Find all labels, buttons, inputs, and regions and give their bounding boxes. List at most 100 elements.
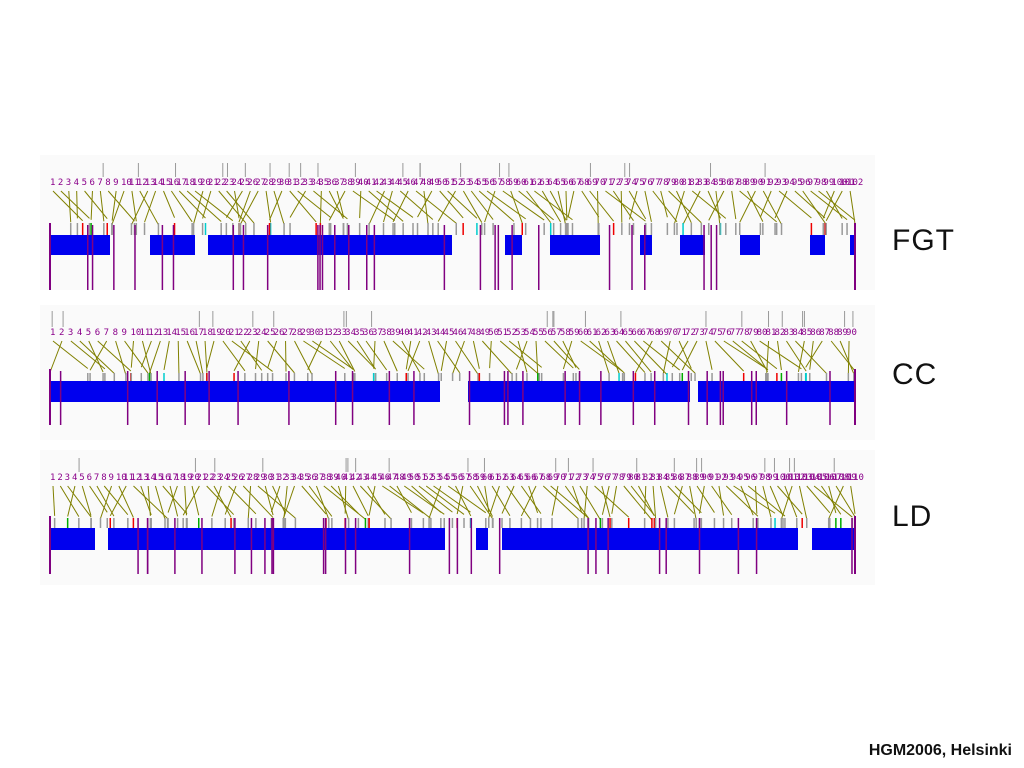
- ld-connector: [67, 485, 76, 517]
- fgt-bar-segment: [850, 235, 855, 255]
- ld-connector: [382, 485, 424, 514]
- fgt-marker-number: 28: [263, 178, 274, 188]
- cc-connector: [124, 340, 149, 374]
- fgt-connector: [581, 190, 600, 218]
- cc-marker-number: 46: [453, 328, 464, 338]
- cc-marker-number: 36: [363, 328, 374, 338]
- ld-marker-number: 71: [562, 473, 573, 483]
- cc-marker-number: 39: [390, 328, 401, 338]
- ld-connector: [667, 485, 695, 514]
- ld-marker-number: 109: [840, 473, 856, 483]
- ld-marker-number: 65: [518, 473, 529, 483]
- fgt-connector: [628, 190, 638, 220]
- cc-marker-number: 4: [77, 328, 82, 338]
- ld-connector: [769, 485, 784, 516]
- track-fgt-canvas: 1 2 3 4 5 6 7 8 9 1011121314151617181920212223242…: [49, 163, 863, 290]
- fgt-connector: [392, 190, 409, 223]
- cc-marker-number: 52: [506, 328, 517, 338]
- fgt-connector: [534, 190, 573, 221]
- fgt-connector: [265, 190, 272, 223]
- ld-connector: [389, 485, 432, 519]
- ld-marker-number: 39: [328, 473, 339, 483]
- cc-marker-number: 33: [336, 328, 347, 338]
- cc-connector: [312, 340, 354, 370]
- fgt-marker-number: 82: [689, 178, 700, 188]
- fgt-marker-number: 14: [153, 178, 164, 188]
- ld-connector: [644, 485, 647, 514]
- cc-marker-number: 48: [470, 328, 481, 338]
- cc-marker-number: 45: [444, 328, 455, 338]
- cc-marker-number: 16: [184, 328, 195, 338]
- ld-connector: [213, 485, 232, 518]
- ld-connector: [850, 485, 856, 514]
- ld-connector: [520, 485, 537, 517]
- ld-marker-number: 33: [284, 473, 295, 483]
- fgt-marker-number: 69: [587, 178, 598, 188]
- fgt-marker-number: 55: [476, 178, 487, 188]
- ld-marker-number: 5: [79, 473, 84, 483]
- ld-marker-number: 41: [343, 473, 354, 483]
- ld-marker-number: 24: [218, 473, 229, 483]
- fgt-bar-segment: [550, 235, 600, 255]
- ld-connector: [506, 485, 531, 520]
- fgt-connector: [818, 190, 856, 221]
- fgt-connector: [289, 190, 317, 223]
- cc-marker-number: 53: [515, 328, 526, 338]
- ld-marker-number: 95: [738, 473, 749, 483]
- fgt-connector: [202, 190, 212, 219]
- cc-connector: [499, 340, 540, 376]
- ld-connector: [491, 485, 511, 517]
- ld-marker-number: 51: [416, 473, 427, 483]
- fgt-connector: [794, 190, 826, 219]
- cc-marker-number: 89: [837, 328, 848, 338]
- cc-marker-number: 15: [175, 328, 186, 338]
- ld-connector: [224, 485, 237, 515]
- cc-connector: [338, 340, 356, 372]
- fgt-connector: [557, 190, 567, 225]
- fgt-connector: [660, 190, 668, 218]
- cc-connector: [580, 340, 623, 372]
- ld-connector: [109, 485, 127, 517]
- cc-marker-number: 51: [497, 328, 508, 338]
- fgt-marker-number: 48: [421, 178, 432, 188]
- fgt-marker-number: 93: [776, 178, 787, 188]
- fgt-connector: [186, 190, 222, 222]
- ld-marker-number: 26: [233, 473, 244, 483]
- cc-marker-number: 74: [703, 328, 714, 338]
- ld-connector: [501, 485, 515, 514]
- ld-marker-number: 101: [782, 473, 798, 483]
- cc-marker-number: 81: [766, 328, 777, 338]
- fgt-marker-number: 66: [563, 178, 574, 188]
- ld-connector: [315, 485, 330, 520]
- ld-connector: [828, 485, 837, 514]
- fgt-connector: [289, 190, 306, 218]
- cc-connector: [130, 340, 134, 368]
- cc-connector: [89, 340, 108, 371]
- fgt-marker-number: 86: [721, 178, 732, 188]
- fgt-connector: [368, 190, 385, 225]
- cc-marker-number: 57: [551, 328, 562, 338]
- ld-marker-number: 82: [643, 473, 654, 483]
- fgt-connector: [399, 190, 434, 220]
- ld-connector: [206, 485, 235, 515]
- ld-marker-number: 14: [145, 473, 156, 483]
- cc-marker-number: 68: [649, 328, 660, 338]
- ld-connector: [282, 485, 295, 520]
- cc-marker-number: 69: [658, 328, 669, 338]
- cc-connector: [49, 340, 63, 373]
- ld-marker-number: 9: [109, 473, 114, 483]
- cc-connector: [839, 340, 855, 374]
- track-cc-canvas: 1 2 3 4 5 6 7 8 9 1011121314151617181920212223242…: [49, 311, 857, 425]
- fgt-marker-number: 17: [176, 178, 187, 188]
- ld-marker-number: 62: [496, 473, 507, 483]
- fgt-connector: [691, 190, 727, 219]
- ld-connector: [272, 485, 286, 514]
- cc-connector: [705, 340, 713, 370]
- ld-marker-number: 59: [474, 473, 485, 483]
- cc-connector: [437, 340, 461, 374]
- ld-marker-number: 47: [387, 473, 398, 483]
- fgt-connector: [668, 190, 702, 224]
- ld-marker-number: 21: [196, 473, 207, 483]
- fgt-marker-number: 88: [737, 178, 748, 188]
- ld-connector: [733, 485, 776, 514]
